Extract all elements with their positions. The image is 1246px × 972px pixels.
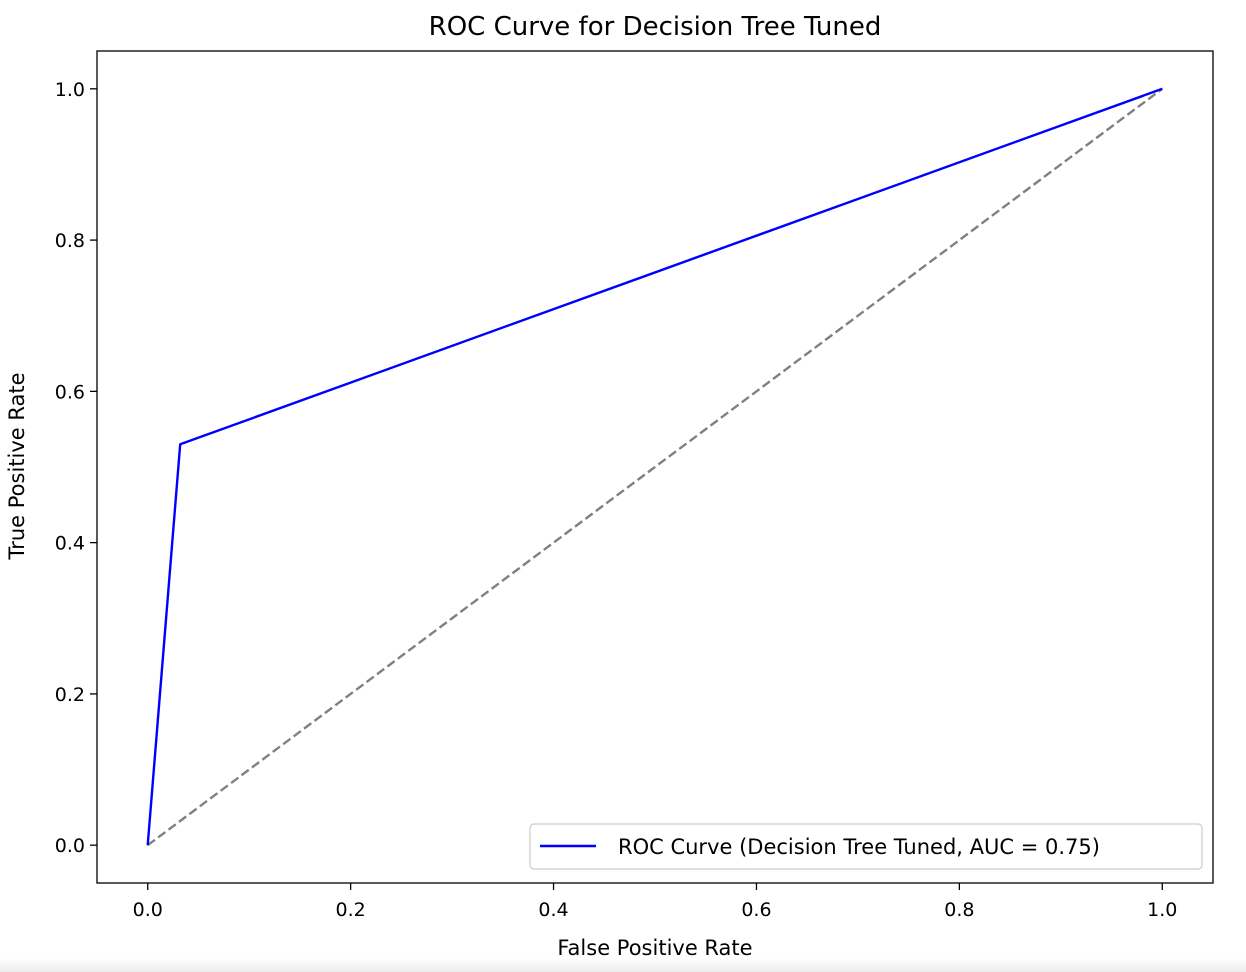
y-tick-label: 0.4 — [55, 533, 85, 555]
bottom-edge-shade — [0, 958, 1246, 972]
series-layer — [146, 87, 1164, 847]
y-tick-label: 0.8 — [55, 230, 85, 252]
y-tick-label: 0.2 — [55, 684, 85, 706]
x-axis-ticks: 0.0 0.2 0.4 0.6 0.8 1.0 — [133, 883, 1177, 921]
x-tick-label: 0.2 — [336, 899, 366, 921]
x-tick-label: 0.4 — [538, 899, 568, 921]
y-axis-label: True Positive Rate — [5, 372, 29, 560]
plot-frame — [96, 50, 1214, 884]
roc-curve-line — [146, 87, 1163, 846]
y-axis-ticks: 0.0 0.2 0.4 0.6 0.8 1.0 — [55, 79, 97, 857]
plot-area: 0.0 0.2 0.4 0.6 0.8 1.0 0.0 0.2 0.4 0.6 0.8 1.0 — [55, 50, 1214, 921]
x-tick-label: 1.0 — [1147, 899, 1177, 921]
legend-box — [529, 823, 1203, 870]
x-tick-label: 0.6 — [741, 899, 771, 921]
y-tick-label: 1.0 — [55, 79, 85, 101]
y-tick-label: 0.6 — [55, 381, 85, 403]
legend-label-roc-curve: ROC Curve (Decision Tree Tuned, AUC = 0.… — [618, 835, 1100, 859]
legend: ROC Curve (Decision Tree Tuned, AUC = 0.… — [529, 823, 1203, 870]
chance-diagonal-line — [146, 87, 1164, 847]
x-tick-label: 0.8 — [944, 899, 974, 921]
chart-title: ROC Curve for Decision Tree Tuned — [429, 12, 882, 42]
x-tick-label: 0.0 — [133, 899, 163, 921]
x-axis-label: False Positive Rate — [557, 936, 752, 960]
y-tick-label: 0.0 — [55, 835, 85, 857]
